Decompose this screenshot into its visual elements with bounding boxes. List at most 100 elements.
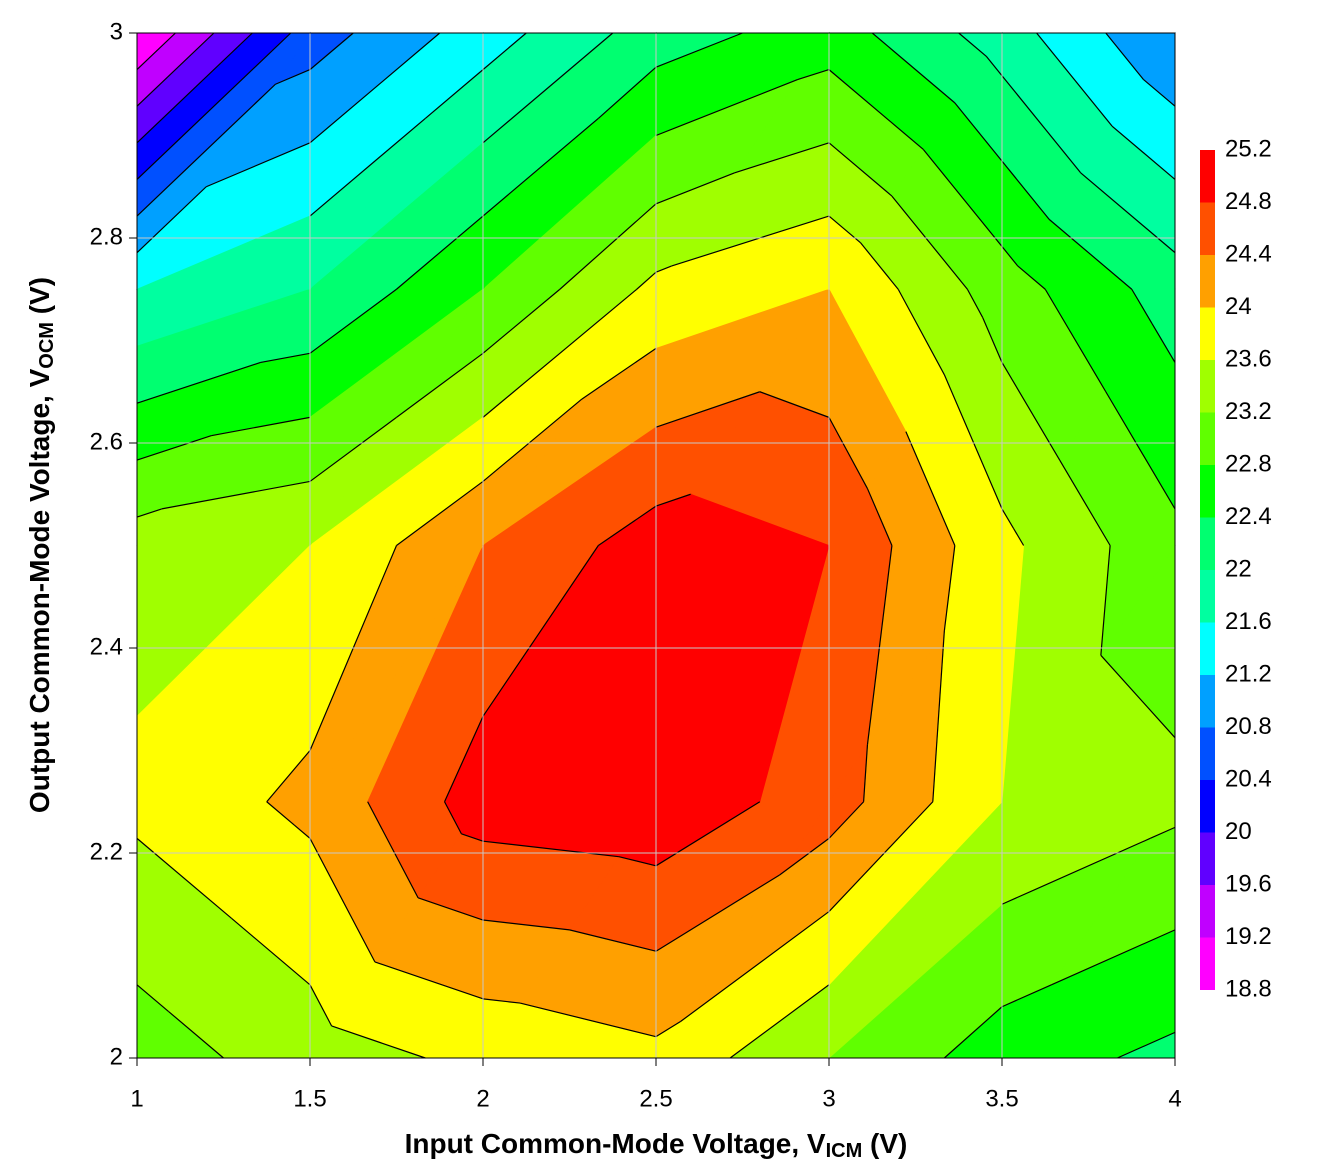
colorbar-label: 18.8 xyxy=(1225,975,1272,1002)
contour-line xyxy=(1001,362,1061,461)
colorbar-band xyxy=(1200,465,1215,518)
contour-line xyxy=(1001,160,1050,220)
contour-line xyxy=(417,897,484,921)
contour-line xyxy=(655,172,735,205)
contour-line xyxy=(1001,837,1151,905)
contour-line xyxy=(943,1006,1003,1059)
colorbar-band xyxy=(1200,622,1215,675)
colorbar-band xyxy=(1200,780,1215,833)
contour-line xyxy=(932,630,945,802)
contour-line xyxy=(136,984,169,1012)
contour-line xyxy=(482,998,521,1004)
y-axis-title: Output Common-Mode Voltage, VOCM (V) xyxy=(24,277,58,813)
x-tick-label: 1.5 xyxy=(293,1085,326,1112)
contour-line xyxy=(797,69,830,81)
contour-line xyxy=(275,69,311,85)
contour-line xyxy=(618,856,657,867)
contour-line xyxy=(482,117,599,217)
contour-line xyxy=(168,1010,224,1059)
contour-line xyxy=(396,215,484,290)
contour-line xyxy=(943,374,1003,510)
contour-line xyxy=(1051,929,1176,986)
contour-line xyxy=(655,391,760,428)
contour-cell xyxy=(828,288,1003,547)
colorbar-band xyxy=(1200,832,1215,885)
contour-line xyxy=(581,347,657,400)
colorbar-band xyxy=(1200,727,1215,780)
x-tick-label: 4 xyxy=(1168,1085,1181,1112)
contour-line xyxy=(1151,323,1176,363)
contour-line xyxy=(871,32,956,104)
colorbar-label: 19.2 xyxy=(1225,923,1272,950)
contour-line xyxy=(331,1025,426,1059)
contour-line xyxy=(828,69,924,150)
y-tick-label: 2.2 xyxy=(90,838,123,865)
x-tick-label: 2 xyxy=(476,1085,489,1112)
contour-line xyxy=(828,142,893,197)
contour-line xyxy=(734,142,830,174)
y-tick-label: 2.8 xyxy=(90,223,123,250)
contour-line xyxy=(367,801,419,899)
contour-line xyxy=(266,750,311,803)
contour-line xyxy=(444,716,484,802)
colorbar-band xyxy=(1200,675,1215,728)
colorbar-band xyxy=(1200,307,1215,360)
contour-line xyxy=(396,352,484,418)
contour-line xyxy=(828,801,865,839)
colorbar-band xyxy=(1200,150,1215,203)
contour-cell xyxy=(1001,545,1176,804)
contour-line xyxy=(1036,32,1113,127)
contour-line xyxy=(905,431,956,546)
contour-line xyxy=(309,288,397,354)
contour-cell xyxy=(482,800,657,1059)
contour-line xyxy=(828,801,934,912)
contour-line xyxy=(293,824,311,839)
contour-line xyxy=(655,801,761,867)
contour-cell xyxy=(136,288,311,547)
colorbar-label: 20 xyxy=(1225,818,1252,845)
contour-line xyxy=(897,288,945,375)
contour-line xyxy=(136,508,162,518)
contour-line xyxy=(396,480,484,546)
contour-line xyxy=(597,505,657,546)
colorbar-label: 20.8 xyxy=(1225,713,1272,740)
contour-line xyxy=(779,837,830,876)
contour-line xyxy=(966,288,984,319)
contour-cell xyxy=(136,287,311,546)
contour-line xyxy=(559,203,657,290)
contour-cell xyxy=(1001,287,1176,546)
colorbar-label: 22.4 xyxy=(1225,503,1272,530)
contour-line xyxy=(211,416,311,437)
contour-cell xyxy=(482,801,657,1060)
contour-line xyxy=(266,801,295,826)
contour-line xyxy=(759,391,830,418)
contour-line xyxy=(309,32,441,144)
colorbar-label: 23.2 xyxy=(1225,398,1272,425)
x-tick-label: 2.5 xyxy=(639,1085,672,1112)
colorbar-label: 23.6 xyxy=(1225,345,1272,372)
contour-line xyxy=(655,874,780,952)
contour-line xyxy=(136,32,215,107)
y-title-sub: OCM xyxy=(36,322,58,369)
contour-line xyxy=(482,288,638,418)
contour-line xyxy=(309,838,376,963)
contour-cell xyxy=(828,31,1003,290)
y-tick-label: 3 xyxy=(110,18,123,45)
contour-line xyxy=(309,117,426,217)
y-tick-label: 2.4 xyxy=(90,633,123,660)
contour-line xyxy=(1017,265,1046,290)
contour-line xyxy=(260,352,311,364)
contour-line xyxy=(136,32,292,180)
contour-lines xyxy=(136,32,1176,1059)
contour-line xyxy=(866,488,893,546)
contour-line xyxy=(1150,826,1176,839)
contour-line xyxy=(136,186,207,254)
contour-line xyxy=(136,361,261,404)
colorbar-band xyxy=(1200,412,1215,465)
contour-line xyxy=(1001,246,1019,267)
contour-line xyxy=(1105,32,1145,80)
contour-line xyxy=(482,398,583,482)
colorbar-band xyxy=(1200,255,1215,308)
contour-line xyxy=(1013,528,1025,546)
